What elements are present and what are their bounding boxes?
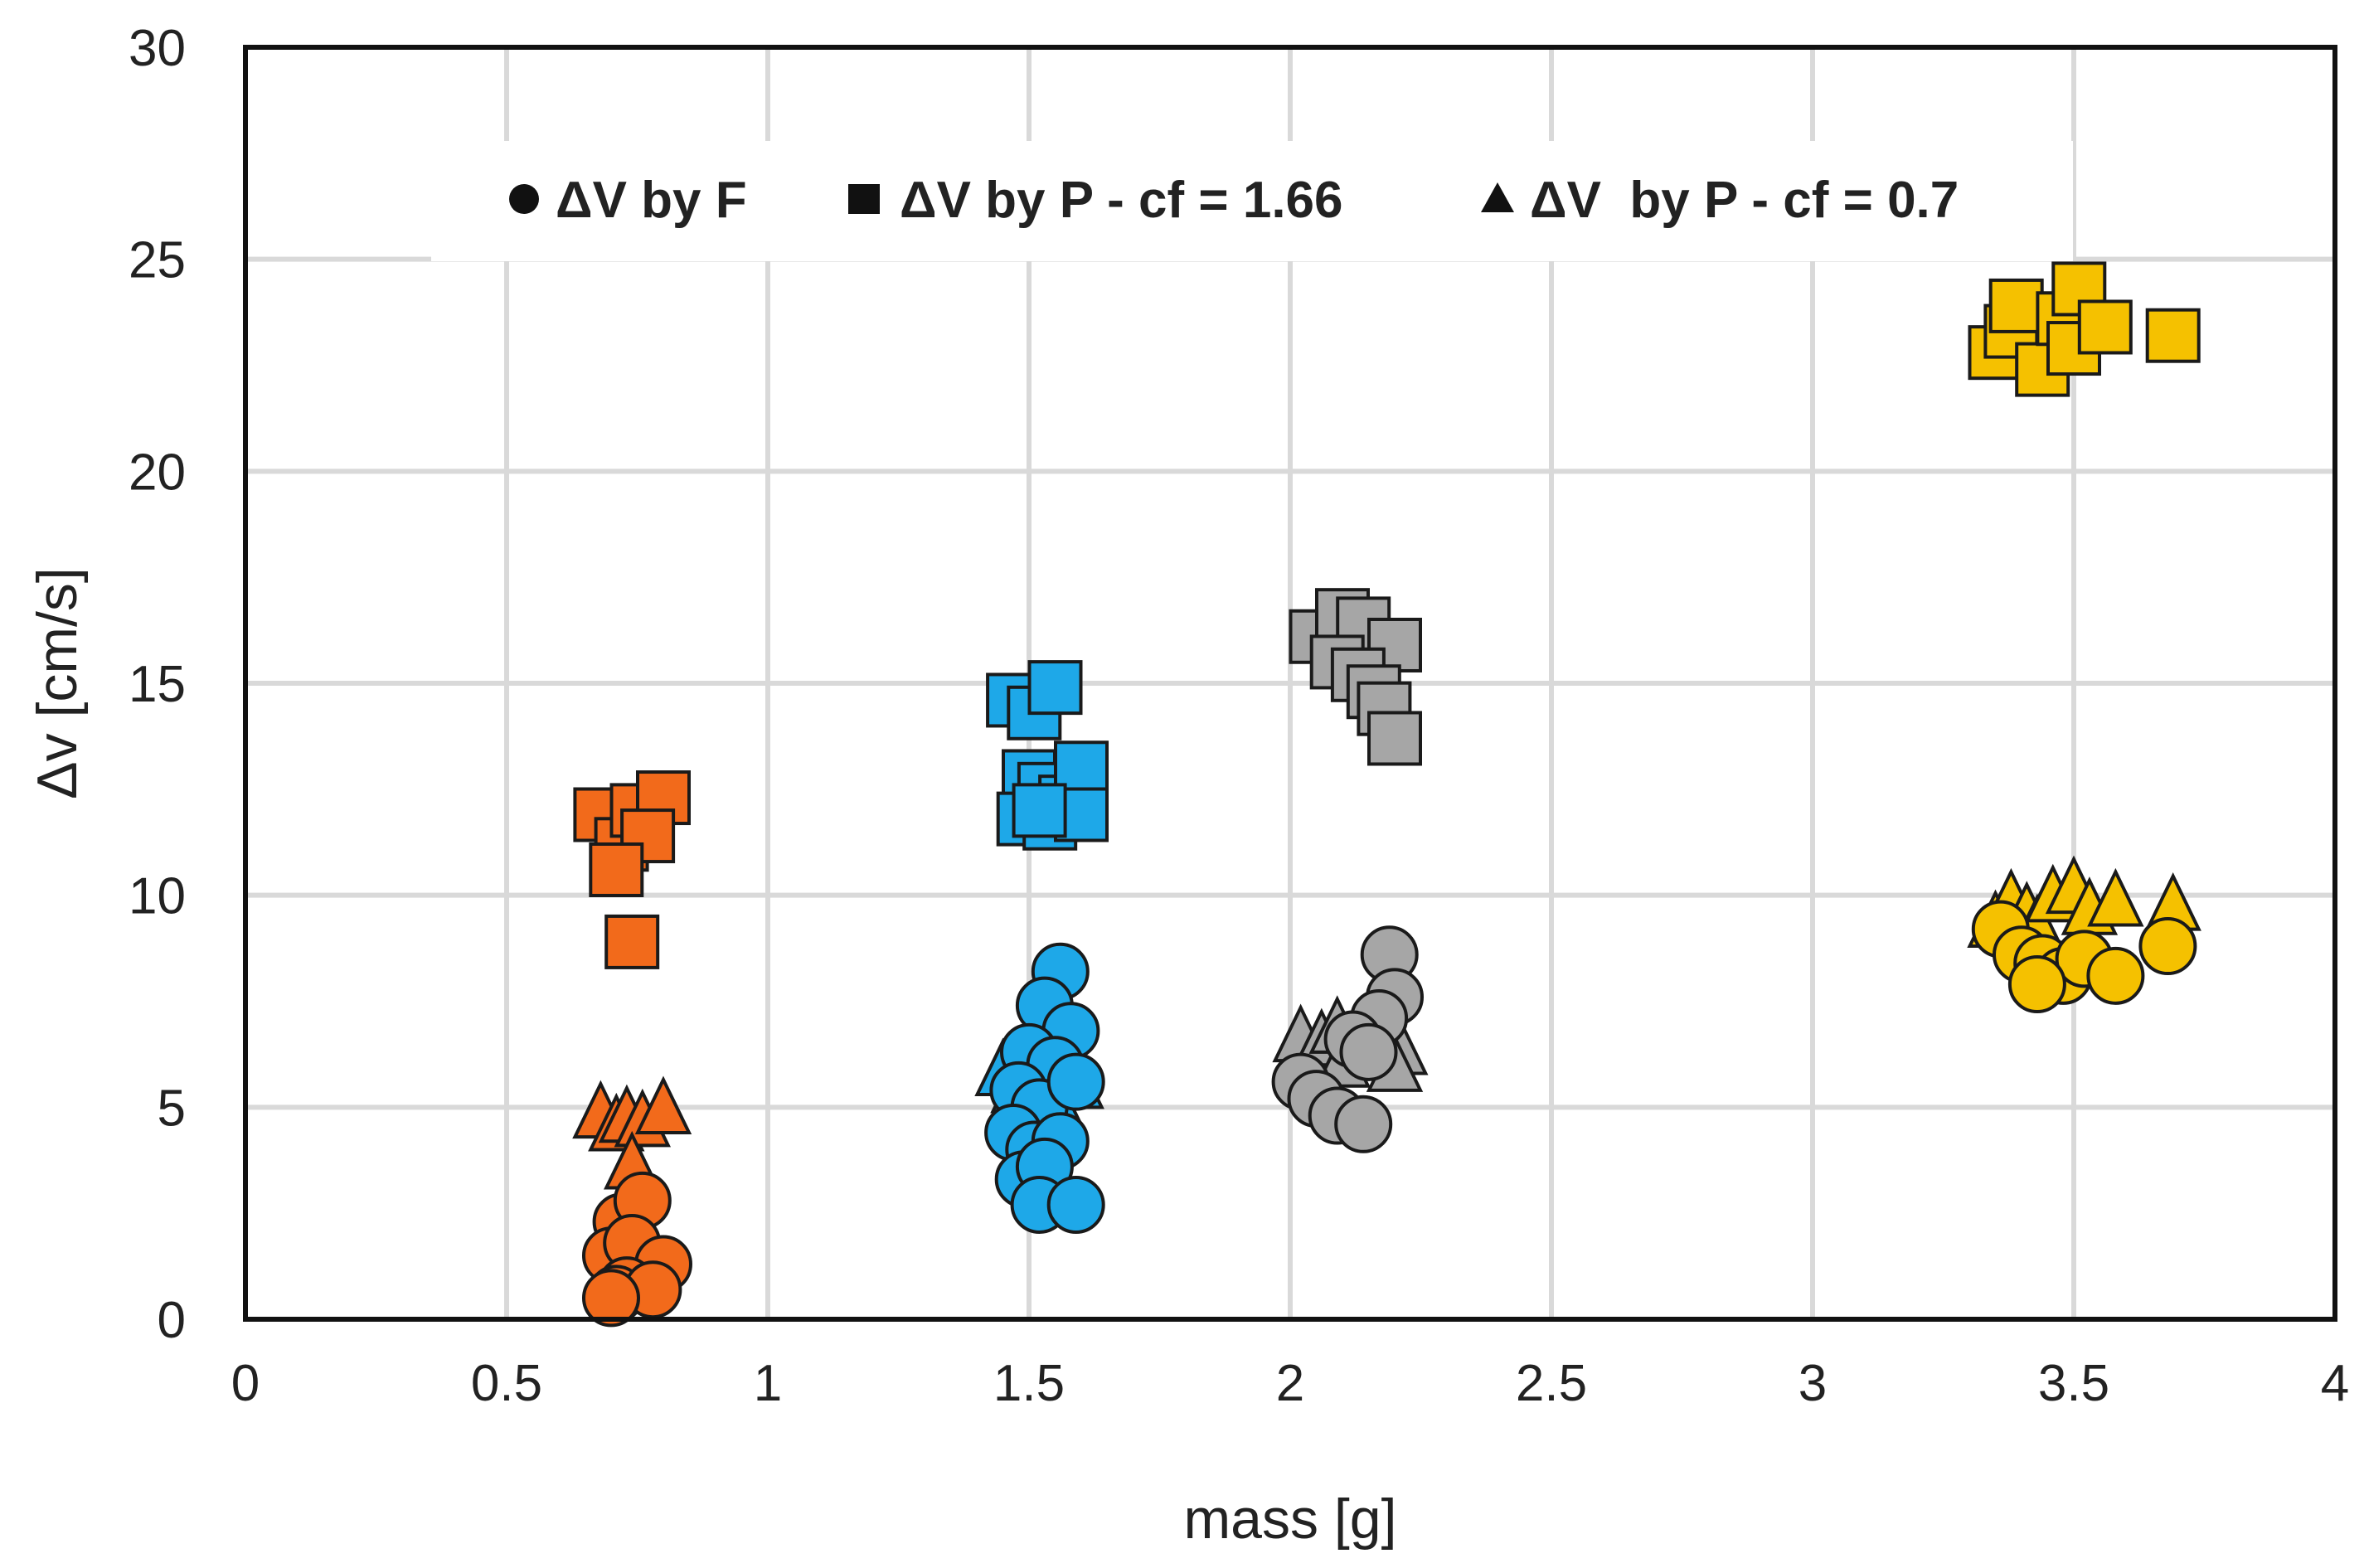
orange-square-marker (589, 842, 644, 897)
gray-circle-marker (1339, 1022, 1398, 1081)
legend-label: ΔV by P - cf = 0.7 (1530, 172, 1959, 229)
legend-circle-icon (509, 184, 539, 214)
tick-labels: 0 0.5 1 1.5 2 2.5 3 3.5 4 0 5 10 15 20 25 30 (129, 20, 2349, 1412)
legend-square-icon (848, 184, 880, 214)
blue-square-marker (1027, 660, 1083, 716)
legend-item-triangle: ΔV by P - cf = 0.7 (1481, 172, 1959, 229)
x-tick-label: 0.5 (471, 1355, 542, 1412)
y-tick-label: 20 (129, 444, 186, 501)
orange-square-marker (604, 914, 660, 969)
legend-item-circle: ΔV by F (509, 172, 747, 229)
x-tick-label: 3 (1798, 1355, 1827, 1412)
legend: ΔV by F ΔV by P - cf = 1.66 ΔV by P - cf… (509, 172, 1959, 229)
yellow-square-marker (1988, 278, 2044, 333)
x-tick-label: 0 (231, 1355, 260, 1412)
yellow-circle-marker (2138, 917, 2197, 976)
data-markers (572, 261, 2201, 1328)
y-tick-label: 0 (158, 1292, 186, 1349)
legend-label: ΔV by F (556, 172, 747, 229)
yellow-square-marker (2145, 308, 2201, 363)
orange-circle-marker (582, 1269, 640, 1328)
blue-square-marker (1012, 783, 1067, 838)
legend-background (431, 141, 2073, 261)
x-tick-label: 4 (2321, 1355, 2349, 1412)
x-tick-label: 1.5 (993, 1355, 1065, 1412)
x-axis-title: mass [g] (1184, 1488, 1397, 1551)
orange-triangle-marker (634, 1075, 692, 1135)
legend-label: ΔV by P - cf = 1.66 (900, 172, 1343, 229)
legend-triangle-icon (1481, 182, 1514, 212)
x-tick-label: 2 (1276, 1355, 1304, 1412)
x-tick-label: 3.5 (2038, 1355, 2109, 1412)
y-tick-label: 25 (129, 232, 186, 289)
blue-circle-marker (1046, 1052, 1105, 1111)
yellow-circle-marker (2086, 946, 2145, 1005)
y-tick-label: 30 (129, 20, 186, 77)
y-tick-label: 5 (158, 1080, 186, 1137)
yellow-circle-marker (2007, 955, 2066, 1014)
yellow-square-marker (2077, 299, 2133, 355)
y-tick-label: 15 (129, 656, 186, 713)
blue-circle-marker (1046, 1175, 1105, 1234)
plot-area-frame (243, 45, 2337, 1322)
yellow-triangle-marker (2087, 867, 2144, 927)
gray-square-marker (1367, 711, 1422, 766)
x-tick-label: 1 (754, 1355, 782, 1412)
x-tick-label: 2.5 (1516, 1355, 1587, 1412)
y-axis-title: Δv [cm/s] (26, 567, 89, 799)
y-tick-label: 10 (129, 868, 186, 925)
legend-item-square: ΔV by P - cf = 1.66 (848, 172, 1343, 229)
gray-circle-marker (1334, 1095, 1393, 1153)
